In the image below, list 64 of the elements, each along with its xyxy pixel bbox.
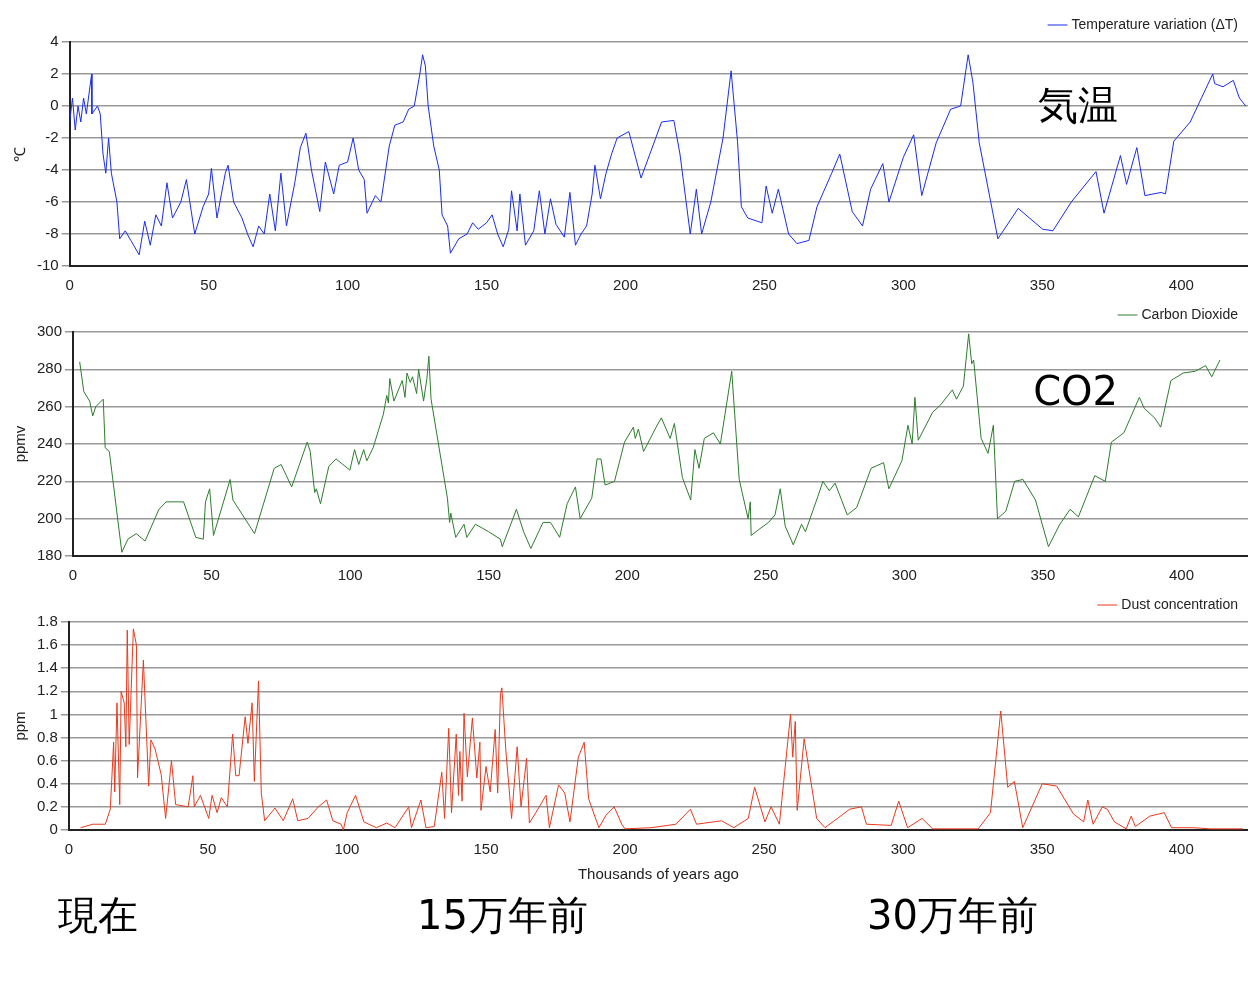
legend-label: Dust concentration — [1121, 595, 1238, 612]
annotation: 気温 — [1038, 81, 1118, 130]
x-tick-label: 0 — [68, 566, 78, 584]
y-tick-label: 1.4 — [36, 658, 58, 676]
x-tick-label: 250 — [751, 840, 777, 858]
x-tick-label: 250 — [753, 566, 779, 584]
x-tick-label: 300 — [890, 276, 916, 294]
y-axis-title: ppm — [11, 711, 29, 741]
x-tick-label: 400 — [1168, 276, 1194, 294]
y-tick-label: 220 — [37, 471, 63, 489]
y-tick-label: 4 — [50, 32, 59, 50]
y-tick-label: 0.2 — [36, 797, 58, 815]
x-tick-label: 350 — [1030, 566, 1056, 584]
x-tick-label: 0 — [64, 840, 74, 858]
y-tick-label: 0.4 — [36, 773, 58, 791]
x-axis-title: Thousands of years ago — [577, 865, 739, 883]
x-tick-label: 100 — [335, 276, 361, 294]
y-tick-label: 1.6 — [36, 635, 58, 653]
text: 15万年前 — [417, 891, 588, 940]
y-tick-label: 1.2 — [36, 681, 58, 699]
x-tick-label: 150 — [473, 840, 499, 858]
y-tick-label: 280 — [37, 359, 63, 377]
text: 30万年前 — [867, 891, 1038, 940]
x-tick-label: 250 — [751, 276, 777, 294]
legend-label: Carbon Dioxide — [1141, 305, 1239, 322]
y-tick-label: 180 — [37, 546, 63, 564]
y-axis-title: ppmv — [11, 425, 29, 463]
y-tick-label: 200 — [37, 508, 63, 526]
x-tick-label: 400 — [1168, 840, 1194, 858]
y-tick-label: 0.6 — [36, 750, 58, 768]
y-tick-label: 2 — [50, 64, 59, 82]
x-tick-label: 350 — [1029, 276, 1055, 294]
y-tick-label: 260 — [37, 396, 63, 414]
y-tick-label: 0 — [49, 820, 58, 838]
x-tick-label: 50 — [199, 840, 217, 858]
x-tick-label: 0 — [65, 276, 74, 294]
y-tick-label: -8 — [45, 224, 59, 242]
y-tick-label: 300 — [37, 322, 63, 340]
y-tick-label: 0 — [50, 96, 59, 114]
y-tick-label: -10 — [36, 256, 59, 274]
y-tick-label: -6 — [45, 192, 59, 210]
x-tick-label: 150 — [474, 276, 500, 294]
y-tick-label: 1 — [49, 704, 58, 722]
x-tick-label: 50 — [203, 566, 220, 584]
x-tick-label: 200 — [614, 566, 640, 584]
x-tick-label: 50 — [200, 276, 217, 294]
y-tick-label: 0.8 — [36, 727, 58, 745]
x-tick-label: 100 — [334, 840, 360, 858]
x-tick-label: 400 — [1168, 566, 1195, 584]
x-tick-label: 350 — [1029, 840, 1055, 858]
y-tick-label: -2 — [45, 128, 59, 146]
legend-label: Temperature variation (ΔT) — [1071, 15, 1239, 32]
y-tick-label: 240 — [37, 434, 63, 452]
x-tick-label: 200 — [612, 276, 639, 294]
x-tick-label: 200 — [612, 840, 638, 858]
x-tick-label: 300 — [891, 566, 917, 584]
x-tick-label: 100 — [337, 566, 363, 584]
x-tick-label: 300 — [890, 840, 916, 858]
x-tick-label: 150 — [476, 566, 502, 584]
annotation: CO2 — [1033, 368, 1118, 414]
text: 現在 — [58, 891, 138, 940]
y-tick-label: -4 — [45, 160, 59, 178]
y-tick-label: 1.8 — [36, 612, 58, 630]
y-axis-title: ℃ — [11, 146, 29, 162]
